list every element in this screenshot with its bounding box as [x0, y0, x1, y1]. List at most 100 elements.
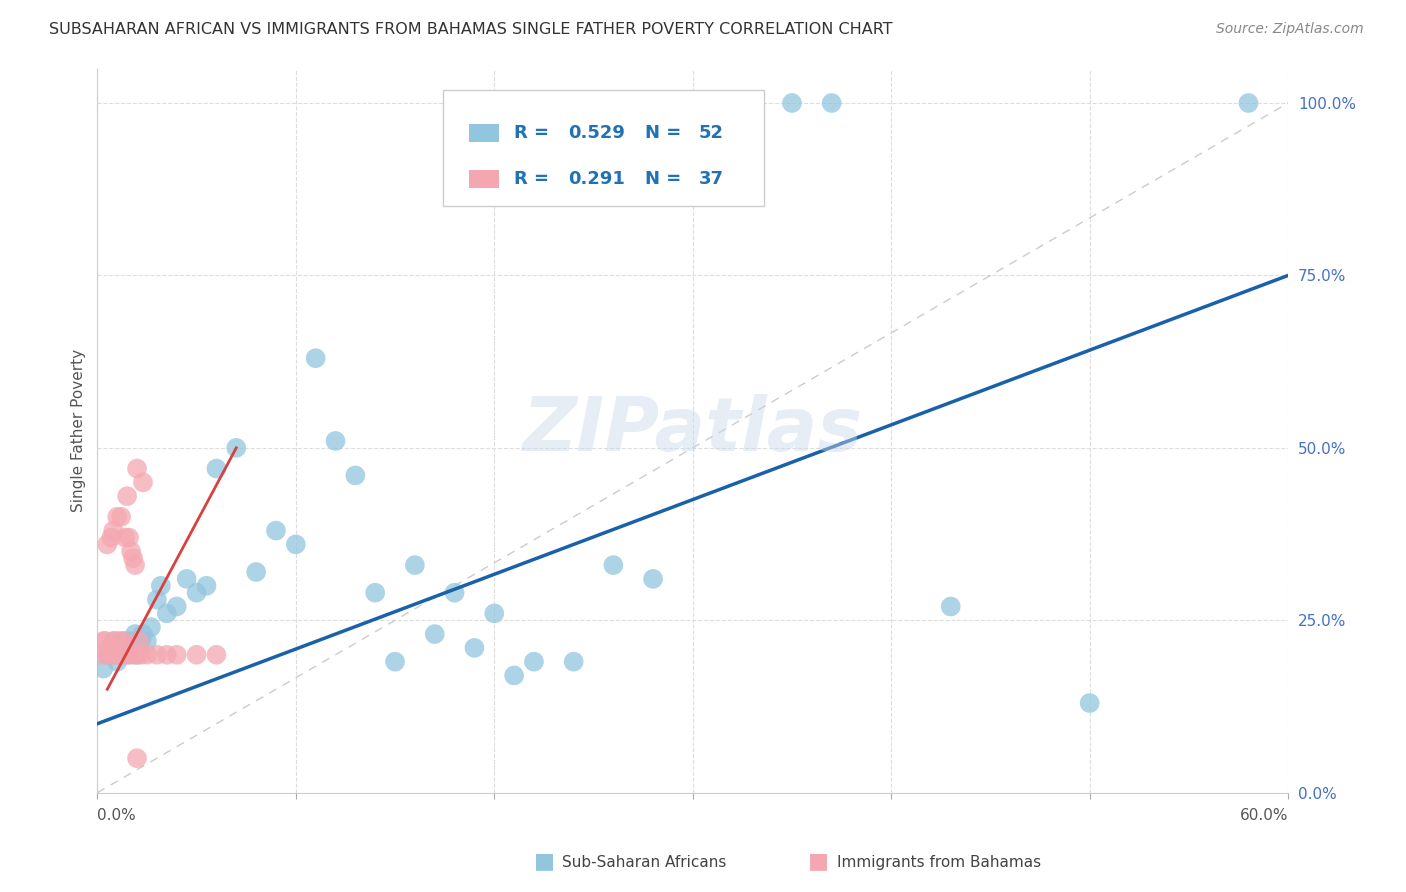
Point: [98, 640, 121, 655]
Point: [364, 585, 387, 599]
Text: SUBSAHARAN AFRICAN VS IMMIGRANTS FROM BAHAMAS SINGLE FATHER POVERTY CORRELATION : SUBSAHARAN AFRICAN VS IMMIGRANTS FROM BA…: [49, 22, 893, 37]
Point: [96, 648, 118, 662]
Point: [139, 620, 162, 634]
Point: [176, 572, 198, 586]
Point: [120, 634, 142, 648]
Point: [122, 551, 145, 566]
Point: [118, 531, 141, 545]
Point: [523, 655, 546, 669]
Point: [129, 648, 152, 662]
Point: [484, 607, 506, 621]
Text: R =: R =: [515, 169, 555, 187]
Text: ZIPatlas: ZIPatlas: [523, 394, 863, 467]
Text: ■: ■: [808, 851, 830, 871]
Point: [110, 640, 132, 655]
Point: [110, 509, 132, 524]
Text: 0.0%: 0.0%: [97, 808, 136, 823]
Point: [146, 592, 169, 607]
Point: [195, 579, 218, 593]
Point: [108, 634, 131, 648]
Point: [103, 648, 125, 662]
Point: [122, 640, 145, 655]
Point: [120, 544, 142, 558]
Point: [186, 585, 208, 599]
Point: [128, 640, 150, 655]
Point: [128, 634, 150, 648]
FancyBboxPatch shape: [443, 90, 765, 206]
Point: [463, 640, 485, 655]
Point: [91, 634, 114, 648]
FancyBboxPatch shape: [468, 169, 499, 187]
Point: [96, 648, 118, 662]
Text: 52: 52: [699, 124, 724, 142]
Point: [245, 565, 267, 579]
Point: [114, 531, 136, 545]
Point: [264, 524, 287, 538]
Point: [404, 558, 426, 573]
Text: 0.529: 0.529: [568, 124, 624, 142]
Point: [166, 599, 188, 614]
Point: [125, 461, 148, 475]
Point: [114, 634, 136, 648]
Point: [284, 537, 307, 551]
Text: Immigrants from Bahamas: Immigrants from Bahamas: [837, 855, 1040, 870]
Point: [641, 572, 664, 586]
Point: [136, 634, 159, 648]
Point: [602, 558, 624, 573]
Point: [821, 95, 844, 110]
Point: [104, 634, 127, 648]
Text: Source: ZipAtlas.com: Source: ZipAtlas.com: [1216, 22, 1364, 37]
Point: [132, 475, 155, 490]
Point: [443, 585, 465, 599]
Point: [100, 531, 122, 545]
Text: 37: 37: [699, 169, 724, 187]
Point: [103, 634, 125, 648]
Point: [100, 648, 122, 662]
Point: [125, 648, 148, 662]
Point: [122, 648, 145, 662]
Point: [132, 627, 155, 641]
Point: [205, 461, 228, 475]
Text: 60.0%: 60.0%: [1240, 808, 1288, 823]
Point: [96, 537, 118, 551]
Point: [503, 668, 526, 682]
Point: [108, 648, 131, 662]
Point: [156, 648, 179, 662]
Point: [105, 509, 128, 524]
Point: [112, 634, 135, 648]
Point: [124, 558, 146, 573]
Point: [562, 655, 585, 669]
FancyBboxPatch shape: [468, 124, 499, 142]
Point: [344, 468, 367, 483]
Point: [423, 627, 446, 641]
Point: [115, 640, 138, 655]
Point: [100, 648, 122, 662]
Point: [146, 648, 169, 662]
Point: [125, 648, 148, 662]
Point: [305, 351, 328, 366]
Point: [112, 648, 135, 662]
Text: N =: N =: [645, 124, 688, 142]
Point: [115, 489, 138, 503]
Point: [94, 634, 117, 648]
Point: [129, 634, 152, 648]
Point: [1078, 696, 1101, 710]
Point: [780, 95, 803, 110]
Point: [166, 648, 188, 662]
Point: [156, 607, 179, 621]
Point: [91, 662, 114, 676]
Text: N =: N =: [645, 169, 688, 187]
Point: [205, 648, 228, 662]
Point: [325, 434, 347, 448]
Point: [186, 648, 208, 662]
Text: Sub-Saharan Africans: Sub-Saharan Africans: [562, 855, 727, 870]
Point: [90, 648, 112, 662]
Point: [125, 751, 148, 765]
Y-axis label: Single Father Poverty: Single Father Poverty: [72, 349, 86, 512]
Point: [124, 627, 146, 641]
Point: [103, 524, 125, 538]
Point: [136, 648, 159, 662]
Point: [384, 655, 406, 669]
Point: [939, 599, 962, 614]
Point: [105, 648, 128, 662]
